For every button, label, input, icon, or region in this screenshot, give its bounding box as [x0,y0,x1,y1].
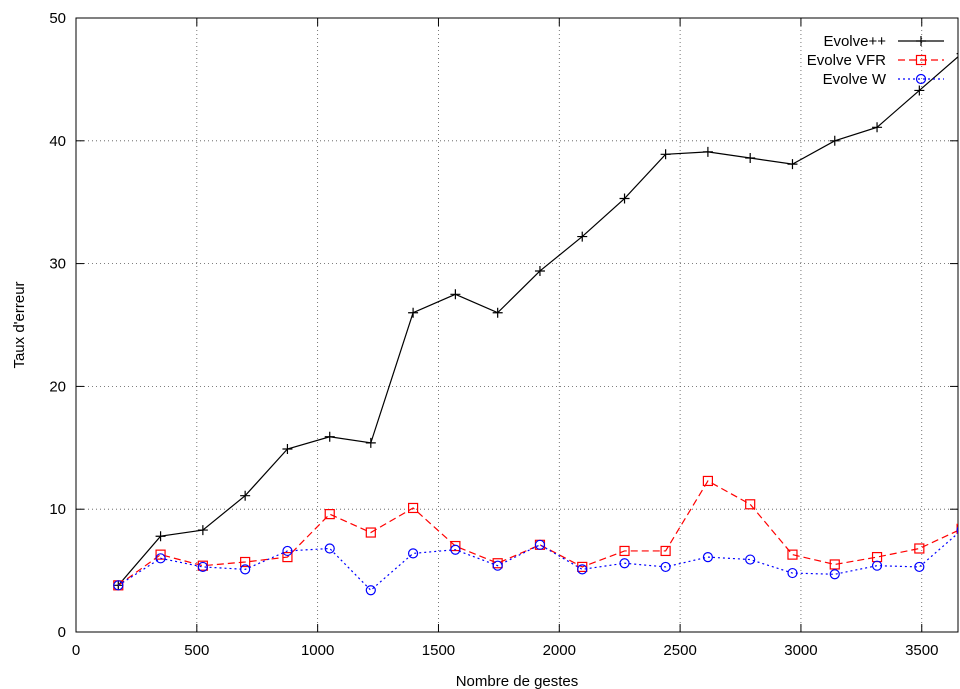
x-tick-label: 1500 [422,642,455,659]
data-point-square [619,545,630,557]
data-point-circle [113,580,124,591]
data-point-square [829,559,840,570]
x-tick-label: 500 [184,642,209,659]
data-point-square [450,540,461,552]
data-point-square [745,499,756,510]
data-point-square [324,509,335,520]
data-point-square [787,549,798,560]
data-point-plus [240,490,251,501]
x-tick-label: 2000 [543,642,576,659]
y-axis-label: Taux d'erreur [11,281,28,368]
data-point-square [915,54,927,66]
data-point-circle [914,561,925,573]
data-point-plus [660,149,671,160]
data-point-circle [197,561,208,573]
data-point-plus [916,36,926,46]
y-tick-label: 20 [49,378,66,395]
series-evolve- [113,53,958,591]
legend-label: Evolve++ [823,33,886,50]
data-point-plus [702,146,713,157]
legend-label: Evolve VFR [807,52,886,69]
data-point-circle [492,560,503,571]
data-point-circle [240,564,251,575]
data-point-plus [324,431,335,442]
data-point-square [577,561,588,573]
data-point-plus [872,122,883,133]
series-line [117,480,958,586]
data-point-circle [787,567,798,579]
axes: 0 500 1000 1500 2000 2500 3000 3500 0 10 20 30 40 50 [49,10,959,659]
data-point-circle [155,553,166,564]
x-axis-label: Nombre de gestes [456,673,579,689]
data-point-plus [492,307,503,318]
data-point-square [155,549,166,560]
data-point-circle [282,545,293,557]
data-point-circle [702,551,713,563]
series-line [117,532,958,592]
data-point-plus [745,152,756,163]
x-tick-label: 1000 [301,642,334,659]
legend: Evolve++ Evolve VFR Evolve W [807,33,944,88]
plot-frame [75,17,959,633]
series-line [117,55,958,586]
data-point-circle [915,73,927,85]
data-point-plus [450,289,461,300]
data-point-circle [365,585,376,596]
data-point-square [407,502,419,514]
data-point-square [702,475,713,487]
data-point-plus [282,444,293,455]
data-point-plus [365,437,376,448]
data-point-square [914,543,925,554]
x-tick-label: 2500 [663,642,696,659]
data-point-circle [450,544,461,555]
legend-label: Evolve W [823,71,887,88]
x-tick-label: 0 [72,642,80,659]
data-point-plus [829,135,840,146]
series-evolve-vfr [113,475,958,591]
data-point-circle [660,561,671,573]
x-tick-label: 3000 [784,642,817,659]
series-layer [113,53,958,596]
data-point-plus [914,85,925,96]
y-tick-label: 30 [49,256,66,273]
grid [76,18,958,632]
data-point-plus [619,193,630,204]
data-point-plus [155,531,166,542]
y-tick-label: 0 [58,624,66,641]
data-point-square [365,527,376,538]
data-point-circle [871,560,883,571]
data-point-circle [324,543,335,554]
data-point-circle [577,564,588,575]
data-point-square [660,545,671,557]
data-point-plus [197,525,208,536]
y-tick-label: 40 [49,133,66,150]
data-point-circle [619,558,630,569]
data-point-plus [787,159,798,170]
data-point-circle [407,548,419,559]
y-tick-label: 10 [49,501,66,518]
data-point-plus [534,265,545,276]
data-point-circle [829,569,840,580]
data-point-square [240,556,251,568]
data-point-circle [534,539,546,550]
data-point-square [282,551,293,563]
data-point-circle [745,554,756,565]
data-point-circle [956,526,958,534]
data-point-plus [408,307,419,318]
data-point-plus [577,231,588,242]
series-evolve-w [113,526,958,596]
y-tick-label: 50 [49,10,66,27]
x-tick-label: 3500 [905,642,938,659]
